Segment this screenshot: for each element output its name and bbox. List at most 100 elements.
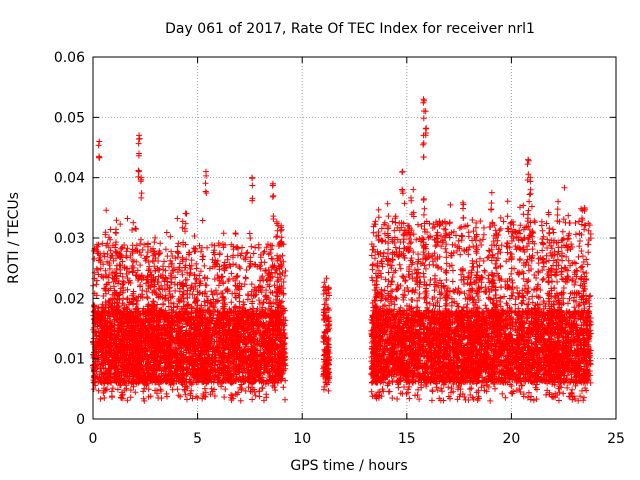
data-point — [214, 272, 221, 279]
data-point — [220, 230, 227, 237]
data-point — [216, 251, 223, 258]
data-point — [199, 217, 206, 224]
data-point — [145, 267, 152, 274]
data-point — [274, 252, 281, 259]
data-point — [260, 299, 267, 306]
data-point — [280, 384, 287, 391]
data-point — [221, 394, 228, 401]
data-point — [199, 256, 206, 263]
data-point — [113, 265, 120, 272]
data-point — [261, 259, 268, 266]
data-point — [163, 229, 170, 236]
data-point — [177, 393, 184, 400]
data-point — [112, 229, 119, 236]
data-point — [184, 396, 191, 403]
data-point — [154, 301, 161, 308]
data-point — [144, 293, 151, 300]
data-point — [167, 233, 174, 240]
data-point — [248, 243, 255, 250]
data-point — [247, 235, 254, 242]
data-point — [174, 215, 181, 222]
data-point — [112, 241, 119, 248]
data-point — [234, 272, 241, 279]
data-point — [242, 275, 249, 282]
data-point — [103, 207, 110, 214]
data-point — [232, 230, 239, 237]
data-point — [238, 381, 245, 388]
data-point — [157, 240, 164, 247]
data-point — [175, 392, 182, 399]
data-point — [182, 210, 189, 217]
data-point — [250, 250, 257, 257]
data-point — [282, 396, 289, 403]
data-point — [151, 239, 158, 246]
data-point — [168, 248, 175, 255]
data-point — [140, 388, 147, 395]
data-point — [224, 256, 231, 263]
data-point — [127, 394, 134, 401]
data-point — [124, 215, 131, 222]
data-point — [224, 287, 231, 294]
data-point — [130, 219, 137, 226]
data-point — [194, 394, 201, 401]
data-point — [187, 390, 194, 397]
data-point — [182, 391, 189, 398]
data-point — [150, 298, 157, 305]
data-point — [273, 234, 280, 241]
data-point — [252, 392, 259, 399]
data-point — [214, 291, 221, 298]
data-point — [248, 281, 255, 288]
data-point — [158, 395, 165, 402]
data-point — [109, 394, 116, 401]
data-point — [219, 290, 226, 297]
data-point — [237, 265, 244, 272]
data-point — [243, 250, 250, 257]
data-point — [94, 266, 101, 273]
data-point — [137, 262, 144, 269]
data-point — [93, 281, 100, 288]
data-point — [162, 246, 169, 253]
data-point — [175, 240, 182, 247]
data-point — [244, 291, 251, 298]
data-point — [117, 221, 124, 228]
data-point — [172, 255, 179, 262]
data-point — [137, 240, 144, 247]
data-point — [270, 215, 277, 222]
data-point — [144, 295, 151, 302]
data-point — [170, 267, 177, 274]
data-point — [255, 241, 262, 248]
data-point — [163, 390, 170, 397]
data-point — [208, 385, 215, 392]
data-point — [264, 241, 271, 248]
data-point — [321, 306, 328, 313]
data-point — [267, 250, 274, 257]
grid-lines — [93, 57, 616, 419]
data-point — [174, 243, 181, 250]
data-point — [174, 386, 181, 393]
data-point — [188, 257, 195, 264]
data-point — [189, 395, 196, 402]
data-point — [202, 282, 209, 289]
data-point — [243, 266, 250, 273]
data-point — [246, 230, 253, 237]
data-point — [256, 393, 263, 400]
data-point — [211, 242, 218, 249]
data-point — [109, 385, 116, 392]
data-point — [257, 262, 264, 269]
data-point — [101, 395, 108, 402]
data-point — [237, 397, 244, 404]
data-point — [228, 299, 235, 306]
data-point — [244, 249, 251, 256]
data-point — [275, 277, 282, 284]
data-point — [249, 396, 256, 403]
data-point — [228, 270, 235, 277]
data-point — [201, 385, 208, 392]
data-point — [133, 226, 140, 233]
data-point — [145, 259, 152, 266]
data-point — [201, 298, 208, 305]
data-point — [204, 244, 211, 251]
data-point — [138, 252, 145, 259]
data-point — [107, 226, 114, 233]
data-point — [263, 287, 270, 294]
data-point — [272, 387, 279, 394]
